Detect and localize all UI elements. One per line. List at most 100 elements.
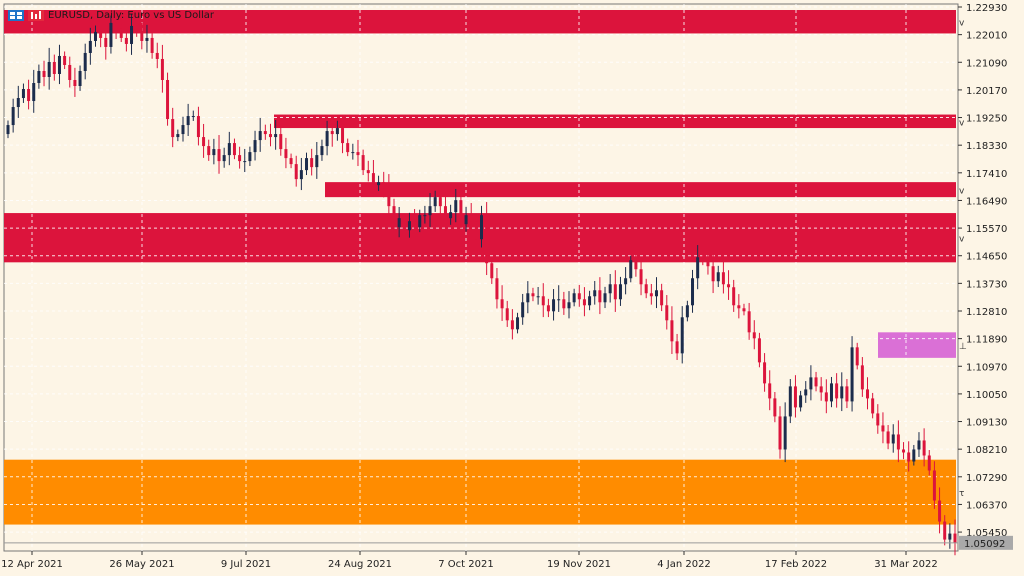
candle-body — [737, 305, 741, 309]
candle-body — [773, 398, 777, 417]
candle-body — [757, 338, 761, 363]
candle-body — [562, 299, 566, 309]
candle-body — [114, 22, 118, 29]
candle-body — [932, 470, 936, 501]
zones-layer: v v v v ⊥ τ — [4, 10, 967, 525]
price-tick-label: 1.19250 — [966, 114, 1007, 125]
candle-body — [567, 302, 571, 309]
candle-body — [763, 362, 767, 384]
candle-body — [21, 89, 25, 99]
price-tick-label: 1.18330 — [966, 141, 1007, 152]
candle-body — [155, 52, 159, 59]
candle-body — [310, 158, 314, 168]
candle-body — [871, 398, 875, 414]
candle-body — [881, 425, 885, 432]
candle-body — [366, 170, 370, 174]
support-zone-marker: τ — [959, 489, 964, 499]
candle-body — [181, 125, 185, 135]
price-tick-label: 1.07290 — [966, 473, 1007, 484]
candle-body — [57, 55, 61, 74]
candle-body — [603, 293, 607, 303]
candle-body — [876, 413, 880, 426]
candle-body — [799, 395, 803, 408]
candle-body — [593, 290, 597, 297]
candle-body — [665, 305, 669, 321]
candle-body — [78, 70, 82, 87]
candle-body — [577, 293, 581, 300]
candle-body — [716, 272, 720, 282]
candle-body — [438, 197, 442, 207]
candle-body — [212, 149, 216, 156]
candle-body — [922, 440, 926, 456]
candle-body — [284, 149, 288, 159]
candle-body — [42, 70, 46, 77]
grid-icon[interactable] — [8, 9, 24, 21]
candle-body — [135, 25, 139, 32]
candle-body — [644, 284, 648, 294]
candle-body — [119, 28, 123, 38]
price-tick-label: 1.22930 — [966, 3, 1007, 14]
candle-body — [341, 128, 345, 144]
price-tick-label: 1.16490 — [966, 196, 1007, 207]
symbol-label: EURUSD, Daily: Euro vs US Dollar — [48, 9, 215, 21]
candle-body — [742, 308, 746, 312]
candle-body — [387, 188, 391, 207]
candle-body — [428, 206, 432, 216]
price-tick-label: 1.12810 — [966, 307, 1007, 318]
candle-body — [490, 263, 494, 279]
candle-body — [52, 61, 56, 74]
candle-body — [552, 299, 556, 312]
candle-body — [526, 293, 530, 303]
candle-body — [896, 434, 900, 450]
candle-body — [253, 140, 257, 153]
candle-body — [706, 260, 710, 267]
candle-body — [850, 347, 854, 402]
resistance-zone-3-marker: v — [959, 187, 965, 197]
candle-body — [423, 215, 427, 217]
candle-body — [783, 416, 787, 450]
price-tick-label: 1.17410 — [966, 169, 1007, 180]
candle-body — [536, 296, 540, 298]
candle-body — [598, 290, 602, 303]
candle-body — [238, 155, 242, 162]
resistance-zone-4-marker: v — [959, 235, 965, 245]
candle-body — [752, 332, 756, 339]
candle-body — [829, 383, 833, 402]
candle-body — [902, 449, 906, 453]
candle-body — [227, 143, 231, 156]
price-tick-label: 1.20170 — [966, 86, 1007, 97]
candle-body — [459, 200, 463, 225]
candle-body — [124, 37, 128, 44]
candle-body — [917, 440, 921, 450]
price-tick-label: 1.22010 — [966, 31, 1007, 42]
resistance-zone-1 — [4, 10, 956, 34]
candle-body — [351, 152, 355, 154]
price-tick-label: 1.10050 — [966, 390, 1007, 401]
current-price-box — [959, 535, 1013, 550]
candle-body — [624, 278, 628, 285]
candle-body — [495, 278, 499, 300]
candle-body — [294, 164, 298, 180]
resistance-zone-1-marker: v — [959, 19, 965, 29]
price-axis[interactable]: 1.22930 1.22010 1.21090 1.20170 1.19250 1.183… — [958, 3, 1007, 539]
chart-header: EURUSD, Daily: Euro vs US Dollar — [8, 8, 214, 22]
candle-body — [433, 197, 437, 207]
candle-body — [608, 284, 612, 294]
candle-body — [171, 119, 175, 138]
time-tick-label: 31 Mar 2022 — [874, 559, 937, 570]
candle-body — [788, 386, 792, 417]
candle-body — [196, 116, 200, 138]
candle-body — [469, 215, 473, 222]
chart-icon[interactable] — [28, 9, 44, 21]
candle-body — [670, 320, 674, 342]
pink-zone — [878, 332, 956, 358]
candle-body — [809, 377, 813, 390]
candle-body — [588, 296, 592, 306]
candle-body — [299, 170, 303, 180]
candle-body — [500, 299, 504, 309]
time-tick-label: 19 Nov 2021 — [547, 559, 611, 570]
price-tick-label: 1.08210 — [966, 445, 1007, 456]
time-axis[interactable]: 12 Apr 2021 26 May 2021 9 Jul 2021 24 Aug 2… — [1, 551, 938, 570]
